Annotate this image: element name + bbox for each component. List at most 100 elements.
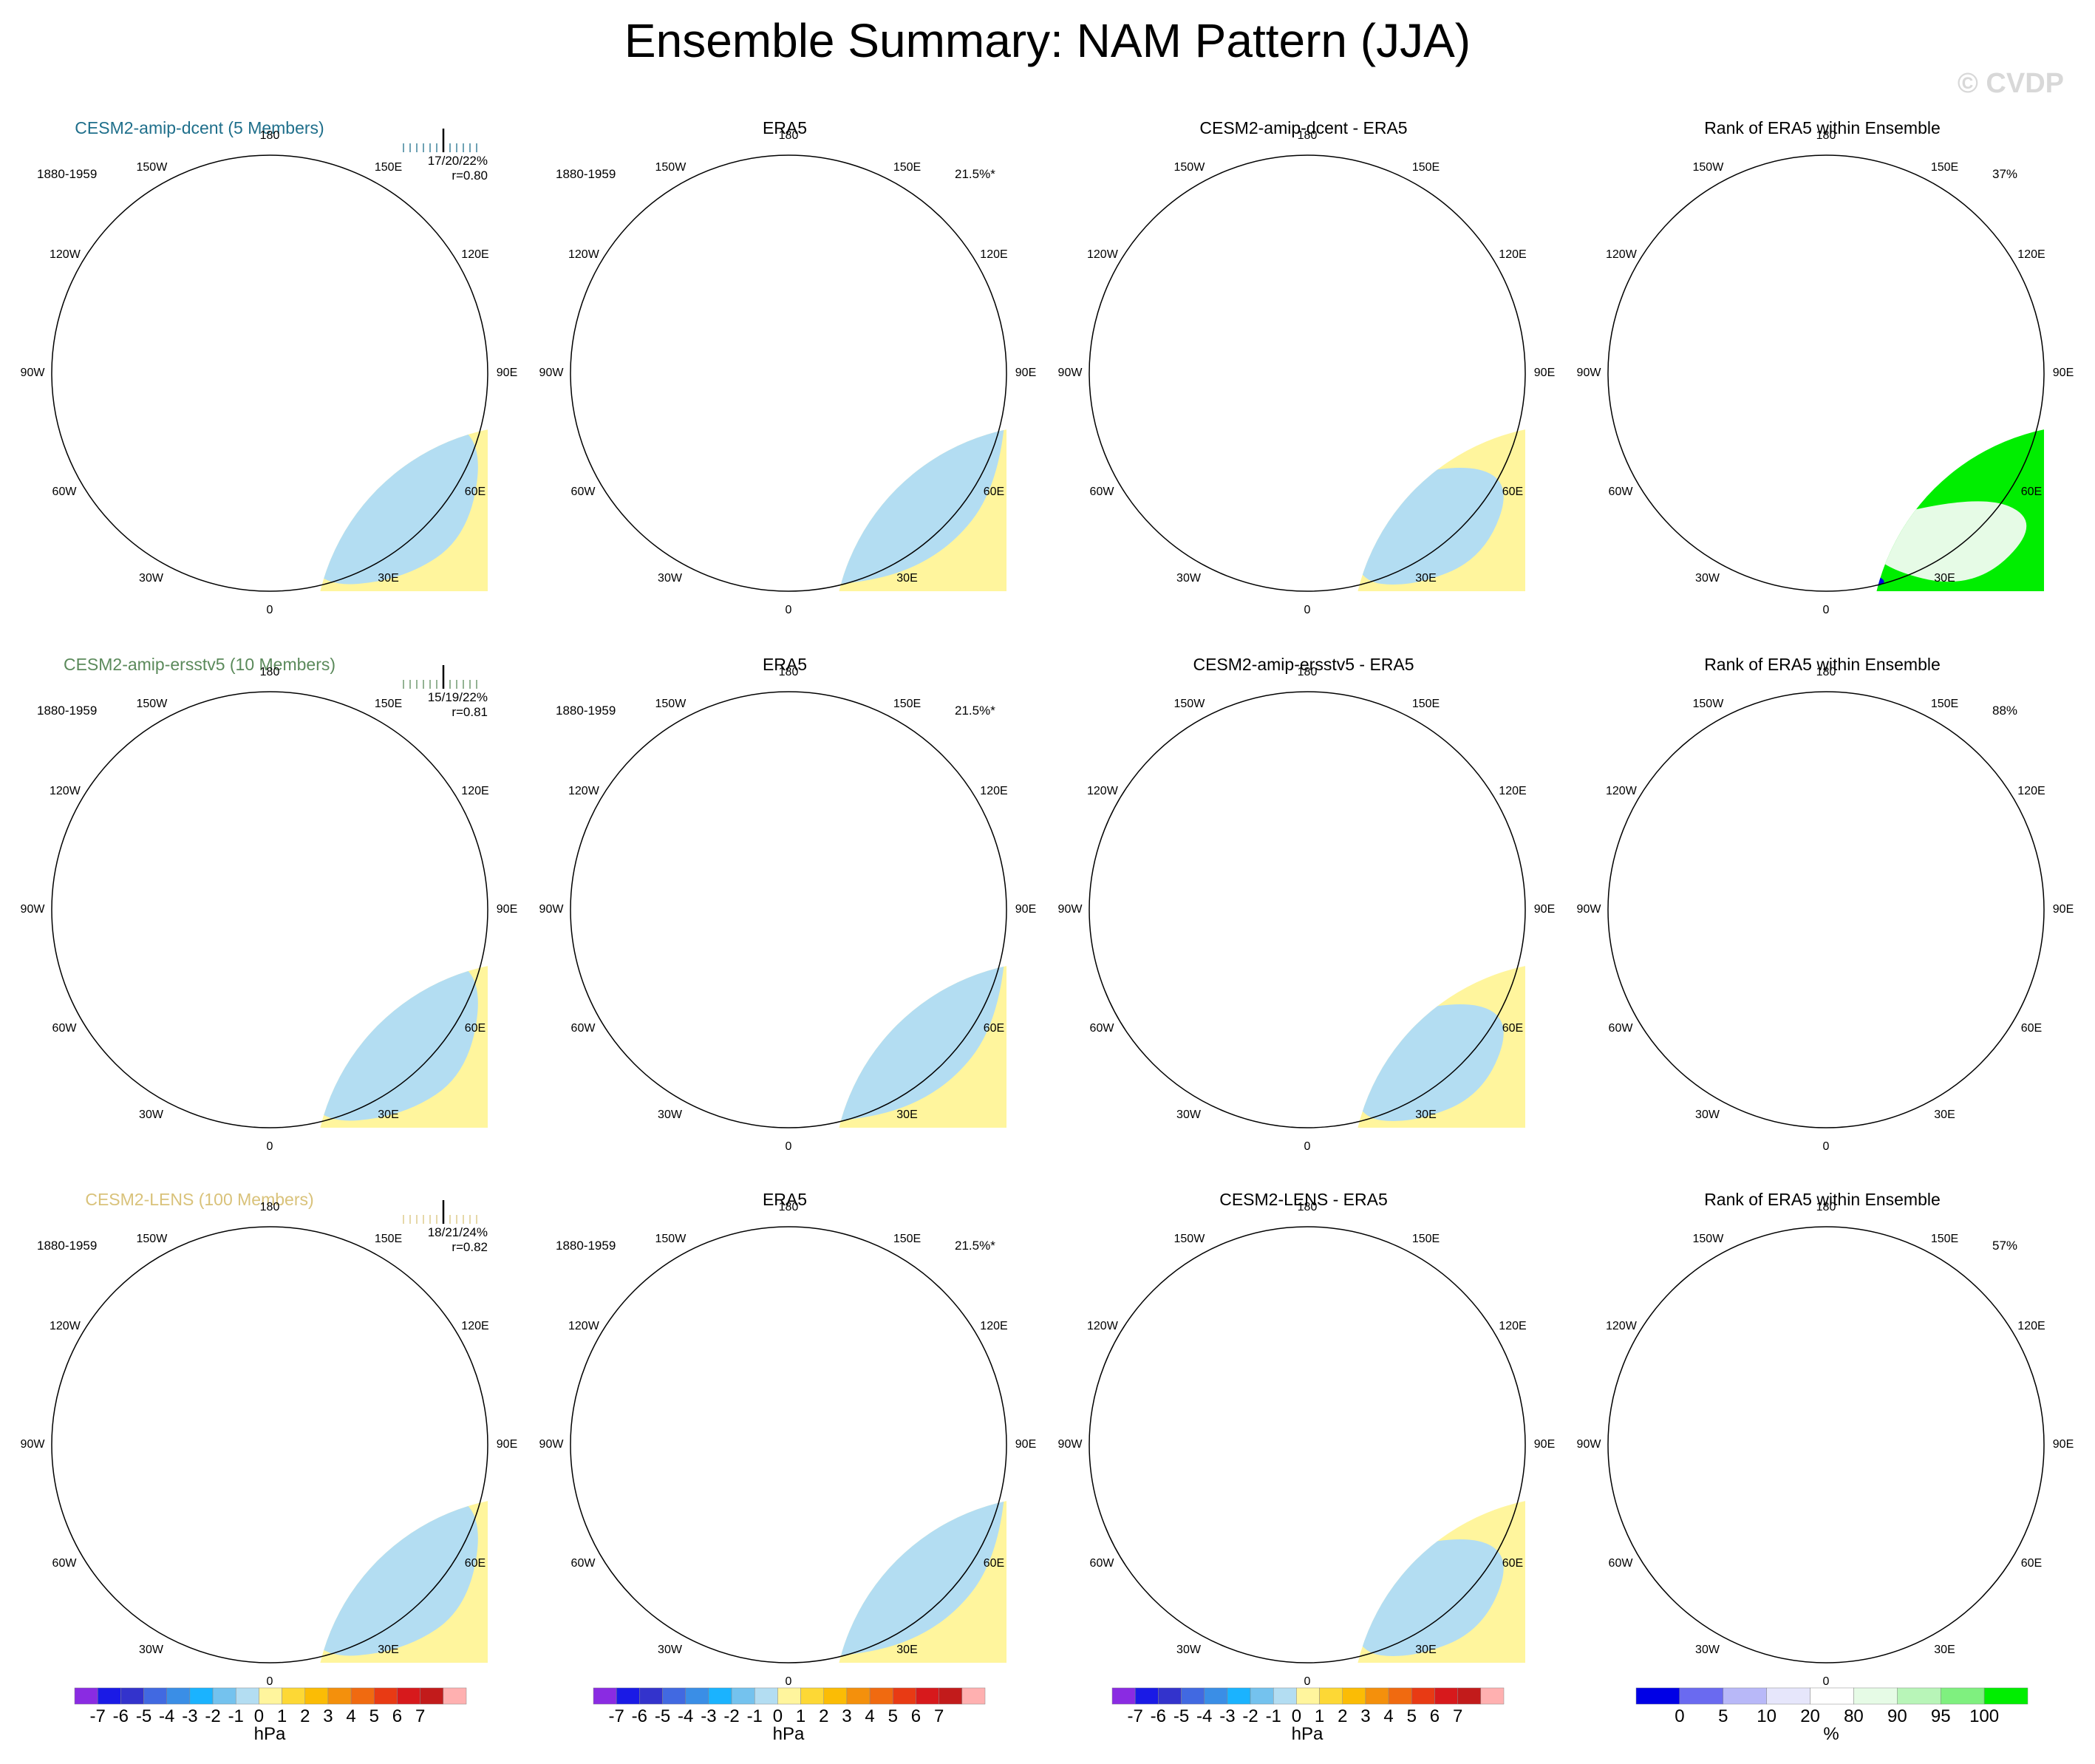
colorbar-tick: 0	[253, 1706, 265, 1726]
lon-label: 60E	[983, 1021, 1005, 1035]
colorbar-swatch	[639, 1687, 663, 1705]
colorbar-tick: -3	[182, 1706, 198, 1726]
colorbar-tick: -5	[654, 1706, 671, 1726]
lon-label: 30W	[139, 1643, 163, 1656]
lon-label: 60E	[2020, 1556, 2043, 1570]
lon-label: 30E	[1934, 1643, 1955, 1656]
lon-label: 150W	[1692, 1233, 1724, 1245]
lon-label: 0	[785, 1140, 792, 1153]
lon-label: 0	[1304, 1675, 1311, 1688]
lon-label: 180	[1816, 129, 1836, 142]
colorbar-tick: 6	[1429, 1706, 1440, 1726]
colorbar-tick: -2	[723, 1706, 740, 1726]
lon-label: 30E	[1415, 1108, 1437, 1121]
lon-label: 30E	[896, 1108, 918, 1121]
colorbar-tick: 7	[415, 1706, 426, 1726]
lon-label: 150W	[1173, 1233, 1205, 1245]
lon-label: 90W	[1576, 903, 1601, 916]
lon-label: 150E	[1411, 1233, 1440, 1245]
lon-label: 120W	[568, 1319, 599, 1332]
lon-label: 90W	[539, 903, 564, 916]
lon-label: 30W	[139, 571, 163, 585]
lon-label: 120E	[1499, 248, 1527, 261]
panel-model: CESM2-amip-ersstv5 (10 Members) 180 150E 12…	[7, 640, 525, 1172]
lon-label: 120E	[1499, 784, 1527, 797]
colorbar-unit: hPa	[253, 1724, 286, 1744]
colorbar-swatch	[259, 1687, 282, 1705]
map-rank	[1607, 154, 2045, 592]
colorbar-swatch	[1940, 1687, 1985, 1705]
colorbar-swatch	[961, 1687, 986, 1705]
panel-diff: CESM2-amip-dcent - ERA5 180 150E 120E 90E 60E…	[1045, 103, 1562, 636]
lon-label: 120W	[1087, 784, 1118, 797]
era-variance-percent: 21.5%*	[955, 1239, 995, 1253]
lon-label: 30W	[1695, 571, 1720, 585]
lon-label: 120W	[1606, 1319, 1637, 1332]
hpa-colorbar	[74, 1687, 467, 1705]
lon-label: 60W	[1089, 1556, 1114, 1570]
colorbar-swatch	[212, 1687, 236, 1705]
lon-label: 30W	[1176, 1108, 1201, 1121]
lon-label: 120E	[2017, 784, 2045, 797]
lon-label: 90E	[496, 367, 518, 379]
period-label: 1880-1959	[37, 704, 98, 718]
map-model	[51, 1226, 488, 1663]
lon-label: 90E	[2052, 367, 2074, 379]
lon-label: 90W	[20, 903, 45, 916]
rank-percent: 37%	[1992, 167, 2018, 181]
colorbar-tick: 1	[276, 1706, 287, 1726]
colorbar-swatch	[1411, 1687, 1435, 1705]
colorbar-swatch	[1810, 1687, 1854, 1705]
colorbar-tick: 5	[1718, 1706, 1728, 1726]
lon-label: 0	[785, 604, 792, 616]
period-label: 1880-1959	[37, 1239, 98, 1253]
colorbar-tick: -1	[228, 1706, 244, 1726]
lon-label: 120E	[461, 784, 489, 797]
colorbar-tick: 4	[346, 1706, 356, 1726]
lon-label: 90E	[1533, 903, 1556, 916]
lon-label: 150W	[136, 161, 168, 174]
lon-label: 60W	[570, 1021, 596, 1035]
lon-label: 120E	[980, 1319, 1008, 1332]
lon-label: 60W	[1089, 485, 1114, 498]
lon-label: 90E	[1533, 1438, 1556, 1451]
colorbar-tick: 5	[888, 1706, 898, 1726]
colorbar-swatch	[1983, 1687, 2028, 1705]
era-title: ERA5	[762, 655, 808, 674]
lon-label: 180	[259, 129, 280, 142]
lon-label: 180	[778, 129, 799, 142]
colorbar-tick: -7	[1127, 1706, 1143, 1726]
lon-label: 0	[1822, 1140, 1830, 1153]
colorbar-tick: 20	[1800, 1706, 1820, 1726]
lon-label: 150E	[1930, 698, 1959, 710]
colorbar-swatch	[1897, 1687, 1941, 1705]
colorbar-swatch	[685, 1687, 709, 1705]
colorbar-tick: -4	[1196, 1706, 1213, 1726]
rank-percent: 57%	[1992, 1239, 2018, 1253]
lon-label: 30W	[1695, 1643, 1720, 1656]
member-tick-strip	[403, 1200, 477, 1224]
colorbar-swatch	[869, 1687, 893, 1705]
lon-label: 120W	[50, 1319, 81, 1332]
colorbar-swatch	[1434, 1687, 1458, 1705]
colorbar-tick: 2	[300, 1706, 310, 1726]
colorbar-tick: 90	[1887, 1706, 1907, 1726]
lon-label: 30W	[1176, 1643, 1201, 1656]
colorbar-swatch	[1204, 1687, 1228, 1705]
map-era	[570, 691, 1007, 1128]
colorbar-swatch	[1766, 1687, 1810, 1705]
stat-correlation: r=0.81	[452, 705, 488, 719]
lon-label: 120W	[1606, 784, 1637, 797]
lon-label: 30E	[896, 571, 918, 585]
colorbar-tick: -4	[159, 1706, 175, 1726]
lon-label: 120E	[980, 248, 1008, 261]
colorbar-tick: -5	[1173, 1706, 1190, 1726]
colorbar-swatch	[1134, 1687, 1159, 1705]
colorbar-swatch	[1158, 1687, 1182, 1705]
colorbar-tick: 6	[392, 1706, 403, 1726]
lon-label: 0	[266, 1140, 273, 1153]
lon-label: 30E	[1415, 571, 1437, 585]
lon-label: 60W	[1608, 485, 1633, 498]
lon-label: 120W	[1087, 1319, 1118, 1332]
map-model	[51, 154, 488, 592]
